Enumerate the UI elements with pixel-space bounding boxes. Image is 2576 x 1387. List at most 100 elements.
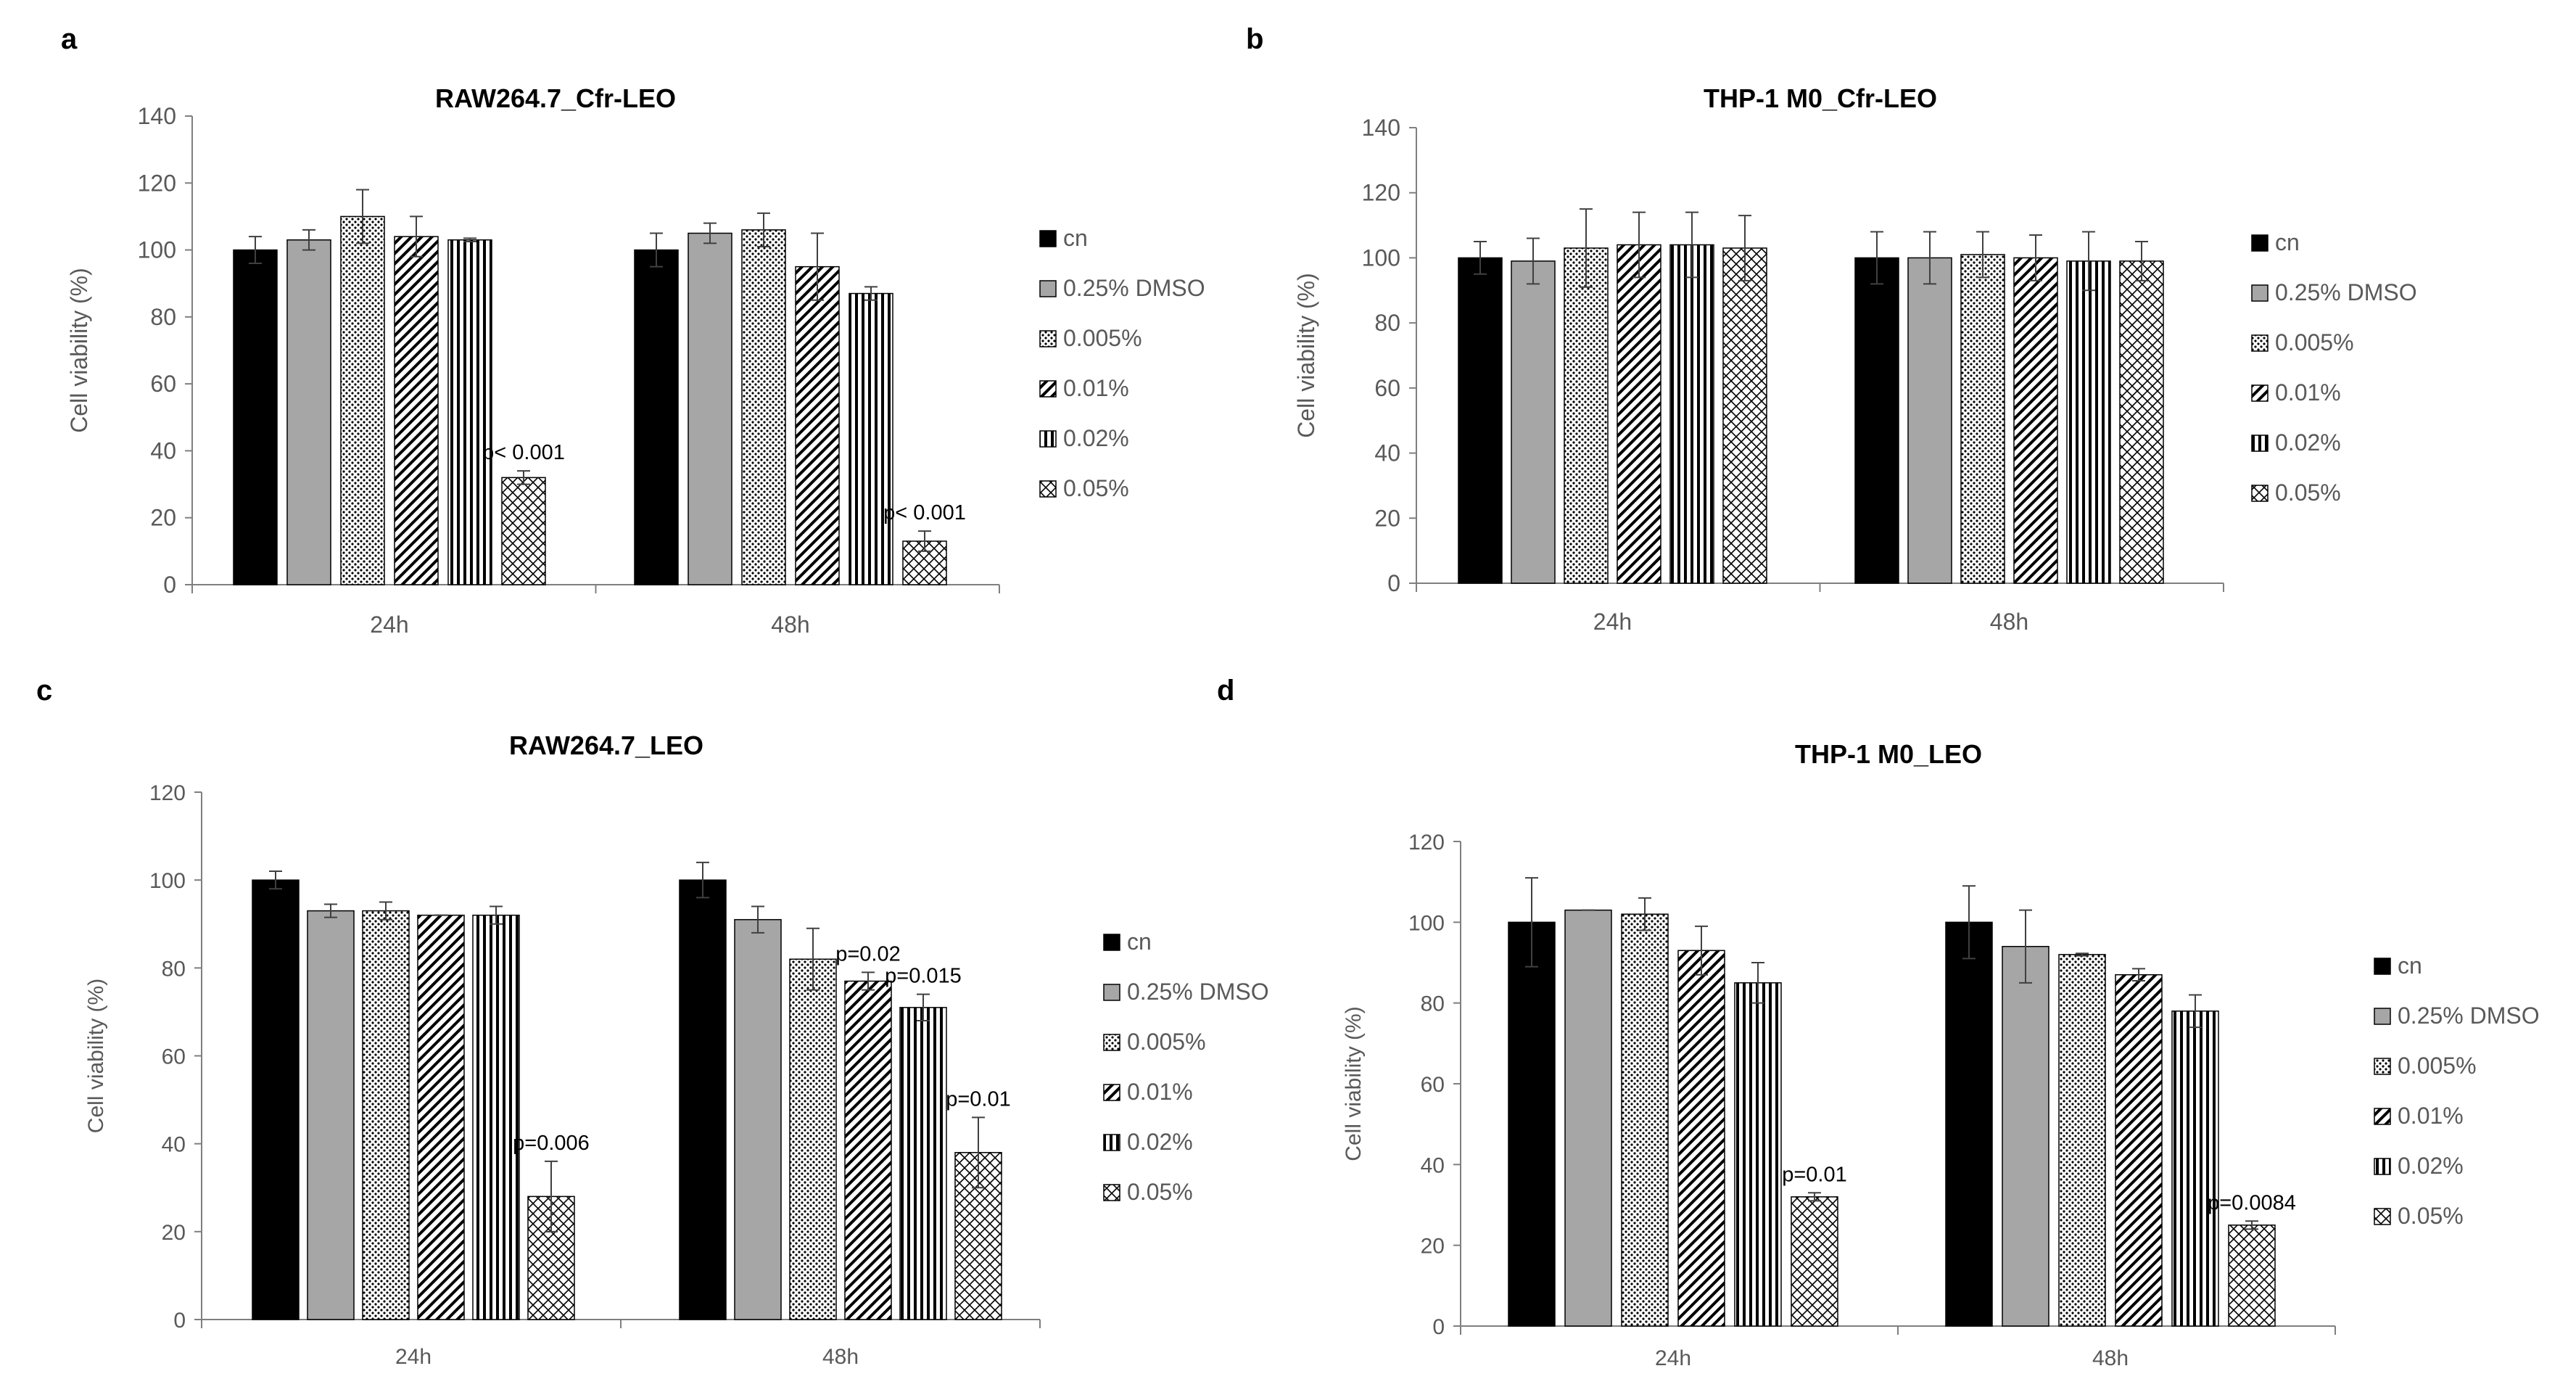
y-tick-label: 20: [162, 1221, 186, 1245]
legend-label: 0.25% DMSO: [2398, 1003, 2540, 1029]
x-tick-label: 48h: [771, 612, 809, 638]
legend-swatch: [2374, 958, 2391, 975]
bar-0-05-24h: [527, 1195, 575, 1320]
bar-0-05-48h: [954, 1152, 1002, 1320]
legend: cn 0.25% DMSO 0.005% 0.01% 0.02% 0.05%: [1103, 929, 1269, 1205]
chart-panels: RAW264.7_Cfr-LEO 0 20 40 60 80 100 120 140 Cell v…: [66, 83, 2540, 1370]
bar-cn-48h: [679, 879, 727, 1320]
panel-letter-d: d: [1217, 675, 1235, 707]
legend-label: 0.25% DMSO: [1127, 979, 1269, 1005]
legend-item-0-02: 0.02%: [1103, 1129, 1193, 1155]
x-tick-label: 24h: [1593, 609, 1632, 635]
bar-0-005-24h: [340, 215, 385, 585]
y-axis-title: Cell viability (%): [1293, 273, 1319, 438]
chart-d: THP-1 M0_LEO 0 20 40 60 80 100 120 Cell viabilit…: [1342, 739, 2540, 1370]
legend-swatch: [2251, 485, 2269, 502]
legend-label: cn: [2398, 952, 2422, 979]
legend-item-cn: cn: [1039, 225, 1088, 251]
bar-0-05-24h: [1722, 247, 1767, 584]
y-tick-label: 40: [162, 1133, 186, 1157]
legend-label: 0.01%: [2275, 379, 2341, 406]
legend-item-cn: cn: [2374, 952, 2422, 979]
legend-swatch: [2251, 384, 2269, 402]
y-tick-label: 80: [150, 304, 176, 330]
legend-item-0-02: 0.02%: [1039, 425, 1129, 451]
y-tick-label: 60: [1421, 1073, 1445, 1097]
bar-0-02-24h: [447, 239, 492, 585]
bar-0-01-48h: [2013, 257, 2058, 584]
legend-item-0-05: 0.05%: [1039, 475, 1129, 501]
p-value-annotation: p=0.006: [513, 1132, 590, 1155]
bar-0-05-24h: [501, 477, 546, 585]
bar-cn-24h: [233, 249, 278, 585]
bar-0-02-24h: [1734, 982, 1782, 1327]
legend-item-cn: cn: [2251, 229, 2300, 255]
legend-item-0-01: 0.01%: [2374, 1103, 2464, 1129]
bar-0-005-48h: [741, 229, 786, 585]
legend-label: 0.05%: [2275, 480, 2341, 506]
bar-0-05-48h: [2228, 1225, 2276, 1327]
legend-label: 0.005%: [1063, 325, 1142, 351]
legend-swatch: [1103, 934, 1120, 951]
legend-swatch: [2251, 234, 2269, 252]
legend-item-0-25-dmso: 0.25% DMSO: [2251, 279, 2417, 305]
legend-swatch: [2251, 334, 2269, 352]
x-tick-label: 24h: [395, 1345, 432, 1369]
bar-0-005-48h: [1960, 254, 2005, 584]
p-value-annotation: p=0.015: [885, 965, 962, 988]
bar-0-01-48h: [844, 980, 892, 1320]
bar-0-25-dmso-48h: [1907, 257, 1952, 584]
bar-0-02-48h: [849, 292, 893, 585]
legend-item-0-02: 0.02%: [2251, 429, 2341, 456]
legend-label: cn: [1063, 225, 1088, 251]
bar-0-25-dmso-48h: [2002, 945, 2049, 1327]
y-tick-label: 100: [1362, 244, 1400, 271]
y-tick-label: 0: [1387, 570, 1400, 596]
bar-cn-24h: [252, 879, 300, 1320]
bar-0-05-48h: [2119, 260, 2164, 584]
y-axis-title: Cell viability (%): [84, 979, 108, 1133]
legend-swatch: [1103, 1084, 1120, 1101]
y-tick-label: 100: [138, 237, 176, 263]
legend-label: 0.01%: [2398, 1103, 2464, 1129]
y-tick-label: 60: [162, 1045, 186, 1069]
chart-c: RAW264.7_LEO 0 20 40 60 80 100 120 Cell viabilit…: [84, 730, 1269, 1369]
bar-0-01-24h: [394, 236, 439, 585]
y-tick-label: 140: [138, 103, 176, 129]
bar-0-005-24h: [1564, 247, 1609, 584]
legend-swatch: [1039, 380, 1057, 398]
x-tick-label: 48h: [822, 1345, 859, 1369]
legend-item-0-01: 0.01%: [1039, 375, 1129, 401]
y-tick-label: 100: [1408, 911, 1445, 935]
y-tick-label: 0: [173, 1309, 186, 1333]
bar-cn-24h: [1508, 921, 1556, 1327]
legend-label: 0.05%: [1063, 475, 1129, 501]
bar-cn-48h: [1945, 921, 1993, 1327]
legend-swatch: [2374, 1108, 2391, 1125]
x-tick-label: 48h: [2092, 1346, 2129, 1370]
legend-swatch: [1103, 1134, 1120, 1151]
legend-label: 0.02%: [1127, 1129, 1193, 1155]
x-tick-label: 24h: [370, 612, 408, 638]
y-tick-label: 0: [163, 572, 176, 598]
bar-0-01-24h: [1677, 950, 1725, 1327]
bar-0-25-dmso-24h: [286, 239, 331, 585]
legend-item-0-01: 0.01%: [2251, 379, 2341, 406]
legend-swatch: [1039, 480, 1057, 498]
panel-letter-b: b: [1246, 23, 1264, 55]
panel-letter-a: a: [61, 23, 78, 55]
legend-swatch: [1039, 280, 1057, 297]
y-tick-label: 120: [1408, 831, 1445, 855]
y-tick-label: 100: [149, 869, 186, 893]
legend-label: cn: [1127, 929, 1152, 955]
legend-item-0-005: 0.005%: [1103, 1029, 1206, 1055]
legend-item-0-02: 0.02%: [2374, 1153, 2464, 1179]
y-tick-label: 80: [1374, 310, 1400, 336]
bar-0-01-24h: [417, 914, 465, 1320]
bar-0-005-24h: [362, 910, 410, 1320]
legend-swatch: [2374, 1158, 2391, 1175]
bar-0-005-48h: [2058, 954, 2106, 1327]
chart-title: RAW264.7_Cfr-LEO: [435, 83, 676, 113]
legend-swatch: [1103, 984, 1120, 1001]
